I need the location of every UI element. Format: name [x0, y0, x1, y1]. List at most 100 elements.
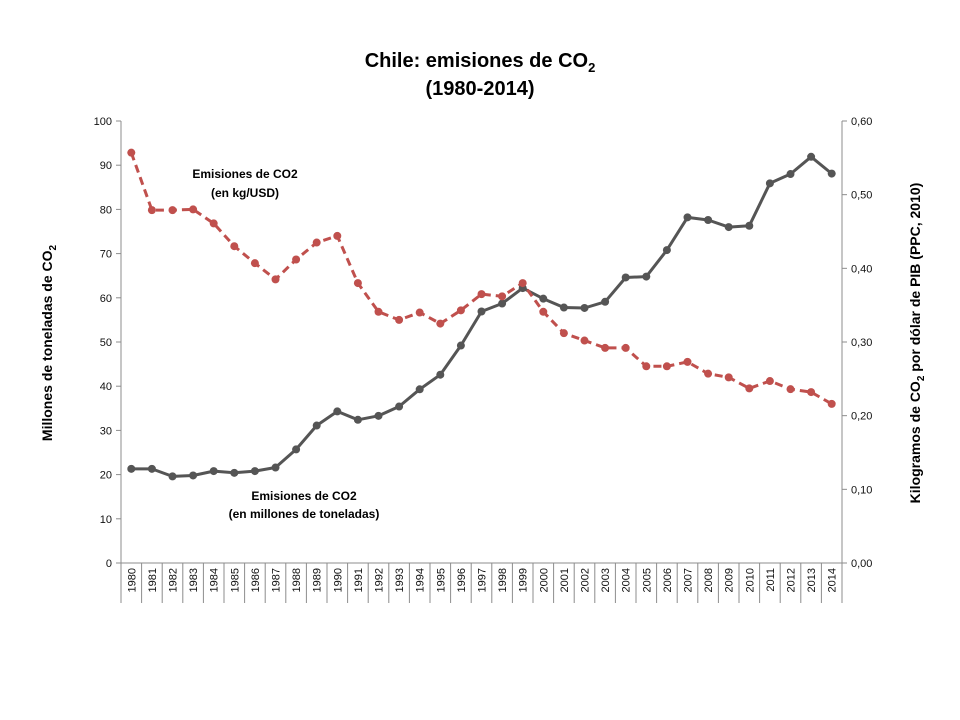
annotation-millones-line1: Emisiones de CO2	[251, 489, 357, 503]
point-millones	[333, 407, 342, 416]
y-right-tick-label: 0,00	[851, 558, 872, 570]
point-kg-usd	[827, 399, 836, 408]
x-tick-label: 1984	[209, 568, 221, 592]
point-kg-usd	[580, 336, 589, 345]
point-millones	[580, 303, 589, 312]
x-tick-label: 2012	[786, 568, 798, 592]
x-tick-label: 1985	[229, 568, 241, 592]
x-tick-label: 2004	[621, 568, 633, 592]
point-kg-usd	[539, 307, 548, 316]
x-tick-label: 2011	[765, 568, 777, 592]
point-kg-usd	[786, 385, 795, 394]
x-tick-label: 1987	[271, 568, 283, 592]
series-line-kg-usd	[129, 152, 833, 406]
point-kg-usd	[518, 279, 527, 288]
point-millones	[807, 152, 816, 161]
x-tick-label: 2014	[827, 568, 839, 592]
x-tick-label: 1990	[332, 568, 344, 592]
point-kg-usd	[189, 205, 198, 214]
x-tick-label: 1981	[147, 568, 159, 592]
point-kg-usd	[436, 319, 445, 328]
point-kg-usd	[374, 307, 383, 316]
point-millones	[353, 415, 362, 424]
x-tick-label: 2000	[538, 568, 550, 592]
point-millones	[786, 170, 795, 179]
point-kg-usd	[704, 369, 713, 378]
point-millones	[765, 179, 774, 188]
y-left-tick-label: 70	[100, 249, 112, 261]
point-kg-usd	[745, 384, 754, 393]
x-tick-label: 2001	[559, 568, 571, 592]
x-tick-label: 2006	[662, 568, 674, 592]
x-tick-label: 2005	[641, 568, 653, 592]
x-tick-label: 2007	[683, 568, 695, 592]
x-tick-label: 1995	[435, 568, 447, 592]
point-millones	[477, 307, 486, 316]
y-axis-right-label: Kilogramos de CO2 por dólar de PIB (PPC,…	[907, 183, 927, 504]
point-kg-usd	[312, 238, 321, 247]
point-millones	[704, 216, 713, 225]
point-millones	[683, 213, 692, 222]
x-tick-label: 1998	[497, 568, 509, 592]
point-kg-usd	[601, 343, 610, 352]
point-kg-usd	[662, 362, 671, 371]
y-right-tick-label: 0,20	[851, 411, 872, 423]
point-millones	[230, 468, 239, 477]
chart-title-years: (1980-2014)	[425, 78, 535, 100]
x-tick-label: 1989	[312, 568, 324, 592]
series-annotations: Emisiones de CO2 (en kg/USD) Emisiones de …	[192, 167, 379, 521]
x-tick-label: 1980	[126, 568, 138, 592]
point-millones	[312, 421, 321, 430]
annotation-kg-usd-line1: Emisiones de CO2	[192, 167, 298, 181]
x-tick-label: 2008	[703, 568, 715, 592]
point-millones	[436, 370, 445, 379]
y-left-tick-label: 20	[100, 470, 112, 482]
point-kg-usd	[477, 290, 486, 299]
point-millones	[415, 385, 424, 394]
point-millones	[209, 467, 218, 476]
y-left-tick-label: 40	[100, 381, 112, 393]
point-kg-usd	[683, 357, 692, 366]
point-kg-usd	[642, 362, 651, 371]
point-millones	[374, 411, 383, 420]
point-millones	[745, 221, 754, 230]
y-left-tick-label: 30	[100, 425, 112, 437]
point-millones	[539, 294, 548, 303]
series-points	[127, 148, 836, 481]
point-millones	[559, 303, 568, 312]
y-axis-left-label: Millones de toneladas de CO2	[39, 244, 59, 441]
x-tick-label: 2010	[744, 568, 756, 592]
point-kg-usd	[333, 231, 342, 240]
x-tick-label: 1991	[353, 568, 365, 592]
x-tick-label: 2003	[600, 568, 612, 592]
point-kg-usd	[395, 315, 404, 324]
x-tick-label: 1983	[188, 568, 200, 592]
x-tick-label: 2013	[806, 568, 818, 592]
x-tick-label: 1999	[518, 568, 530, 592]
x-tick-label: 2009	[724, 568, 736, 592]
x-tick-label: 1986	[250, 568, 262, 592]
tick-labels: 0 10 20 30 40 50 60 70 80 90 100 0,00 0,10 0,20 0,30 0,…	[94, 116, 873, 592]
point-kg-usd	[559, 329, 568, 338]
y-left-tick-label: 80	[100, 204, 112, 216]
point-kg-usd	[621, 343, 630, 352]
point-kg-usd	[765, 377, 774, 386]
chart-title: Chile: emisiones de CO2	[364, 50, 596, 75]
x-tick-label: 2002	[580, 568, 592, 592]
axes	[116, 120, 847, 603]
point-millones	[168, 472, 177, 481]
point-millones	[724, 223, 733, 232]
y-right-tick-label: 0,30	[851, 337, 872, 349]
x-tick-label: 1994	[415, 568, 427, 592]
point-millones	[127, 464, 136, 473]
point-kg-usd	[498, 292, 507, 301]
point-millones	[642, 272, 651, 281]
y-left-tick-label: 50	[100, 337, 112, 349]
point-millones	[827, 169, 836, 178]
point-kg-usd	[230, 242, 239, 251]
y-left-tick-label: 100	[94, 116, 112, 128]
x-tick-label: 1997	[477, 568, 489, 592]
x-tick-label: 1992	[374, 568, 386, 592]
point-kg-usd	[168, 206, 177, 215]
